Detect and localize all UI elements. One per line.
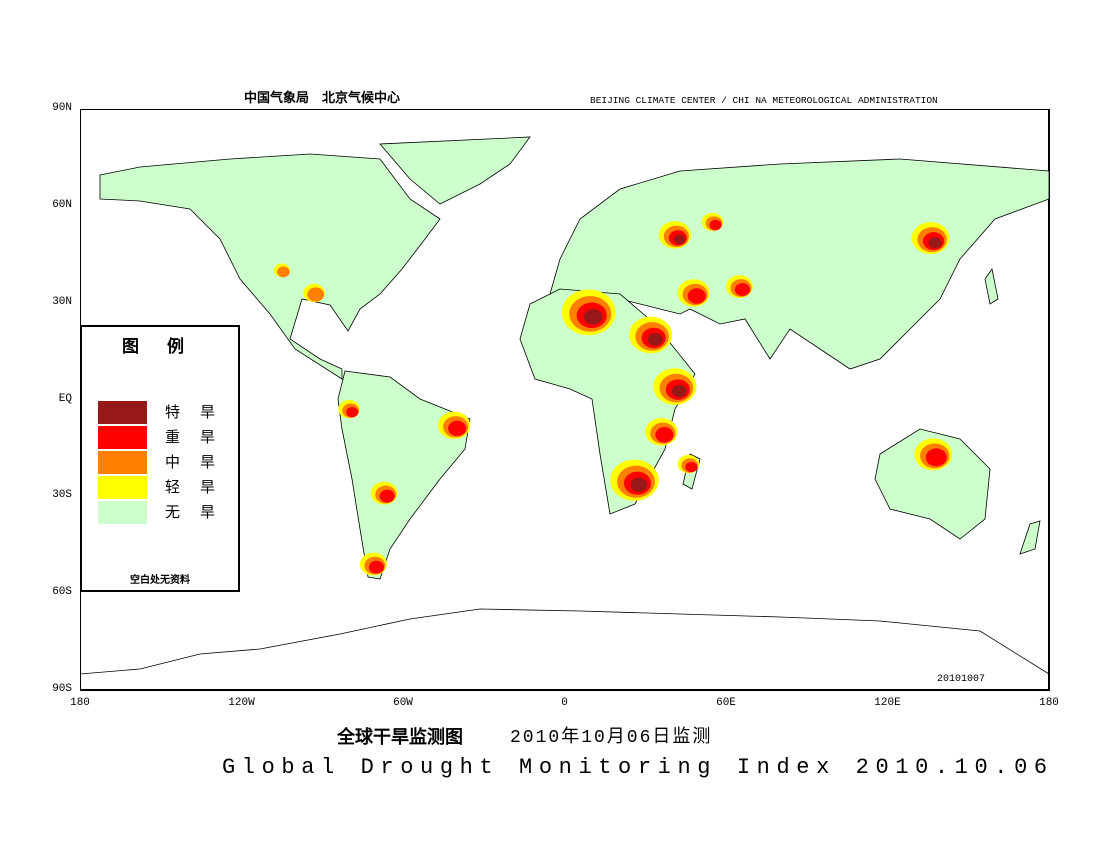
legend-label: 特旱 (165, 403, 236, 421)
date-code: 20101007 (937, 674, 986, 685)
legend-label: 轻旱 (165, 478, 236, 496)
lon-tick-label: 0 (561, 697, 568, 709)
title-en: Global Drought Monitoring Index 2010.10.… (222, 755, 1054, 780)
drought-southern-africa (630, 477, 648, 492)
legend-item: 轻旱 (98, 476, 234, 499)
drought-central-asia (734, 283, 750, 296)
drought-russia-east (709, 219, 722, 231)
lat-tick-label: 60S (52, 586, 72, 599)
drought-northeast-china (928, 237, 942, 249)
lon-tick-label: 60W (393, 697, 413, 709)
australia (874, 428, 991, 540)
europe-asia (549, 158, 1050, 370)
drought-peru (346, 407, 359, 418)
legend-title: 图例 (122, 337, 212, 357)
legend-item: 重旱 (98, 426, 234, 449)
drought-northern-australia (925, 448, 947, 467)
drought-patagonia (368, 560, 384, 574)
legend-swatch (98, 476, 147, 499)
legend-swatch (98, 426, 147, 449)
drought-madagascar (685, 461, 698, 473)
new-zealand (1019, 520, 1041, 555)
lon-tick-label: 60E (716, 697, 736, 709)
greenland (379, 136, 531, 205)
lon-tick-label: 180 (1039, 697, 1059, 709)
legend: 图例 特旱重旱中旱轻旱无旱 空白处无资料 (80, 325, 240, 592)
drought-southern-us (307, 287, 325, 302)
drought-east-africa (672, 384, 687, 398)
japan (984, 268, 999, 305)
org-cn: 中国气象局 北京气候中心 (244, 91, 401, 106)
antarctica (80, 608, 1050, 675)
lon-tick-label: 180 (70, 697, 90, 709)
drought-middle-east (687, 288, 706, 304)
world-map (80, 109, 1050, 691)
org-en: BEIJING CLIMATE CENTER / CHI NA METEOROL… (590, 95, 938, 106)
drought-brazil-east (448, 420, 467, 437)
drought-east-africa-south (655, 427, 674, 443)
drought-canada (277, 266, 290, 278)
drought-areas (273, 212, 953, 576)
lat-tick-label: 90S (52, 683, 72, 695)
drought-sahara (584, 309, 603, 325)
lat-tick-label: 30S (52, 489, 72, 502)
legend-item: 特旱 (98, 401, 234, 424)
title-cn-date: 2010年10月06日监测 (510, 728, 713, 748)
legend-swatch (98, 451, 147, 474)
drought-sudan-egypt (647, 333, 663, 346)
title-cn: 全球干旱监测图 (337, 727, 463, 748)
legend-label: 中旱 (165, 453, 236, 471)
lat-tick-label: 30N (52, 295, 72, 308)
south-america (337, 370, 471, 580)
legend-swatch (98, 501, 147, 524)
drought-argentina (379, 489, 395, 503)
lat-tick-label: 60N (52, 198, 72, 211)
lon-tick-label: 120W (228, 697, 255, 709)
lat-tick-label: EQ (58, 392, 72, 405)
legend-item: 中旱 (98, 451, 234, 474)
legend-label: 重旱 (165, 428, 236, 446)
legend-label: 无旱 (165, 503, 236, 521)
legend-swatch (98, 401, 147, 424)
lat-tick-label: 90N (52, 102, 72, 114)
legend-item: 无旱 (98, 501, 234, 524)
lon-tick-label: 120E (874, 697, 901, 709)
legend-note: 空白处无资料 (130, 575, 190, 586)
drought-western-russia (673, 234, 685, 245)
